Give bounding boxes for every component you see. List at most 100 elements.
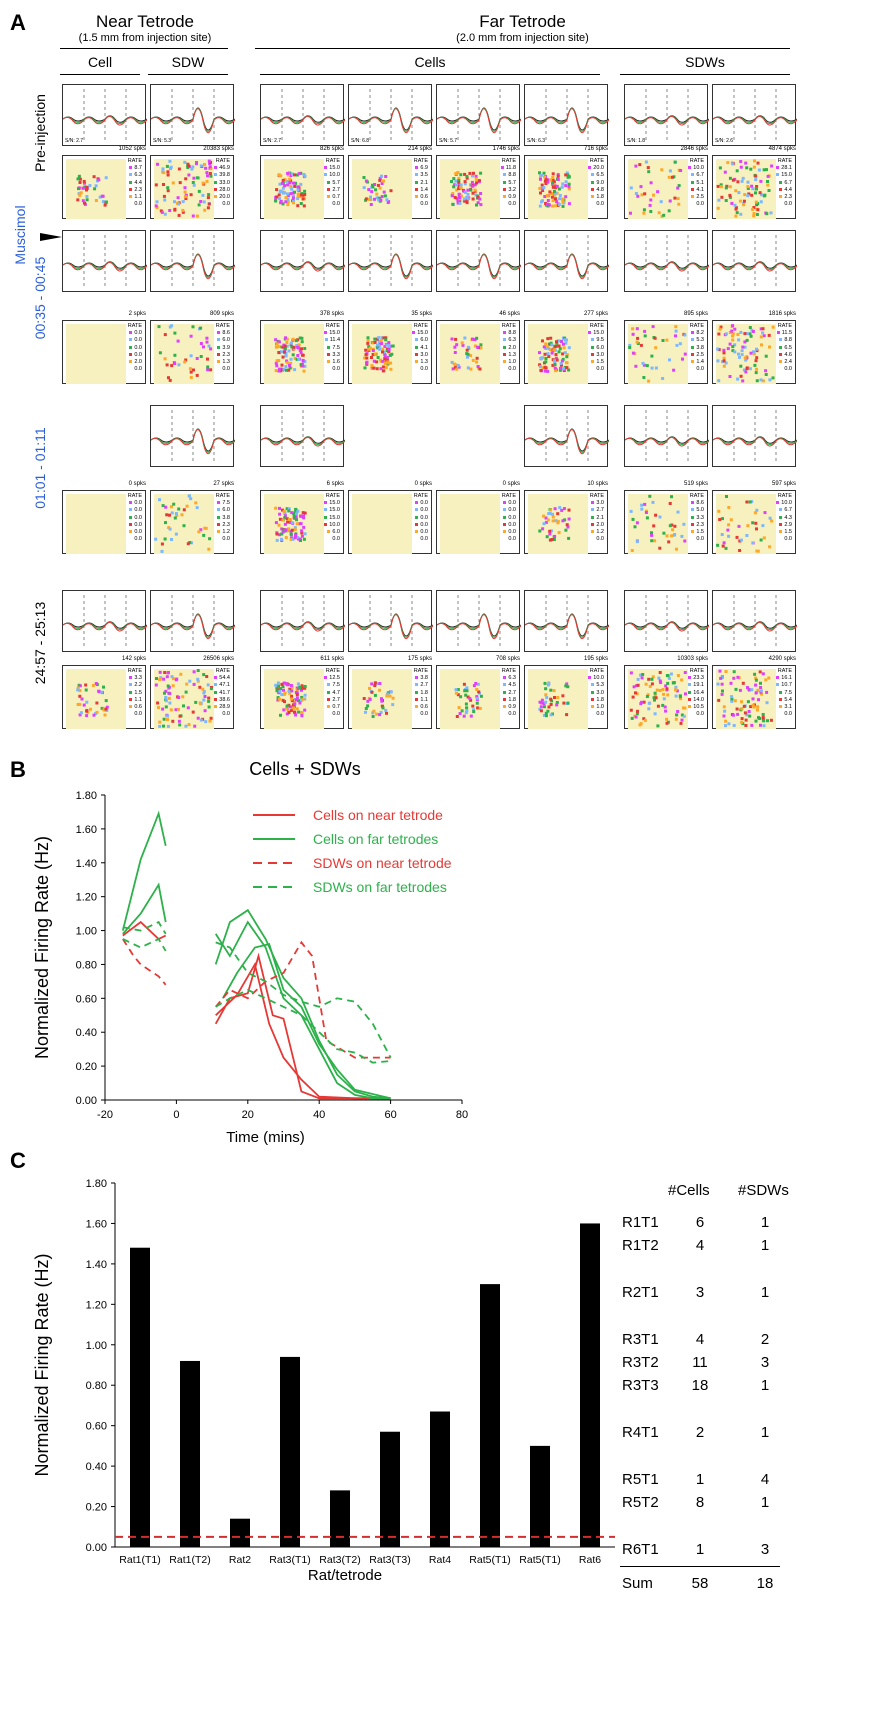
rate-color-swatch [129, 697, 133, 701]
rate-color-swatch [503, 530, 507, 534]
waveform-plot: S/N: 2.6 [712, 84, 797, 146]
rate-legend-entry: 4.4 [776, 187, 792, 194]
rate-legend-entry: 5.7 [324, 180, 340, 187]
rate-color-swatch [779, 202, 783, 206]
rate-color-swatch [129, 187, 133, 191]
y-tick-label: 0.60 [86, 1421, 107, 1433]
rate-legend-entry: 0.0 [502, 711, 516, 718]
rate-value: 0.0 [696, 366, 704, 373]
rate-color-swatch [129, 338, 133, 342]
rate-map-image [628, 494, 688, 554]
rate-value: 5.3 [596, 682, 604, 689]
rate-color-swatch [591, 508, 595, 512]
rate-value: 1.1 [134, 696, 142, 703]
rate-value: 0.0 [134, 536, 142, 543]
rate-legend-entry: 2.5 [690, 352, 704, 359]
rate-map: RATE 16.1 10.7 7.5 5.4 3.1 0.0 [712, 665, 796, 729]
rate-map: RATE 23.3 19.1 16.4 14.0 10.5 0.0 [624, 665, 708, 729]
rate-legend: RATE 11.8 8.8 5.7 3.2 0.9 0.0 [500, 158, 516, 208]
rate-legend: RATE 20.0 6.5 9.0 4.8 1.8 0.0 [588, 158, 604, 208]
spike-count: 35 spks [411, 311, 432, 317]
rate-value: 2.7 [332, 186, 340, 193]
rate-color-swatch [324, 331, 328, 335]
rate-legend: RATE 0.0 0.0 0.0 0.0 2.0 0.0 [128, 323, 142, 373]
rate-value: 1.5 [696, 529, 704, 536]
rate-value: 3.3 [696, 514, 704, 521]
rate-value: 0.9 [508, 704, 516, 711]
muscimol-arrow-icon [40, 233, 62, 241]
rate-legend: RATE 15.0 6.0 4.1 3.0 1.3 0.0 [412, 323, 428, 373]
rate-legend: RATE 54.4 47.1 41.7 38.6 28.9 0.0 [214, 668, 230, 718]
rate-value: 6.7 [784, 179, 792, 186]
series-line [222, 943, 391, 1100]
col-cells-label: Cells [414, 54, 446, 70]
rate-color-swatch [129, 676, 133, 680]
rate-color-swatch [503, 338, 507, 342]
rate-legend-entry: 2.0 [502, 345, 516, 352]
line-chart: Cells + SDWs 0.00 0.20 0.40 0.60 0.80 1.00 1.20… [32, 759, 468, 1146]
spike-count: 4874 spks [768, 146, 796, 152]
rate-color-swatch [415, 338, 419, 342]
series-line [214, 908, 391, 1100]
rate-color-swatch [327, 360, 331, 364]
waveform-plot [260, 590, 345, 652]
rate-value: 0.0 [784, 536, 792, 543]
rate-map-image [716, 669, 776, 729]
rate-legend-entry: 38.6 [214, 697, 230, 704]
rate-color-swatch [214, 195, 218, 199]
waveform-plot [62, 230, 147, 292]
signal-noise-label: S/N: 2.7 [263, 138, 282, 144]
near-tetrode-title: Near Tetrode [96, 12, 194, 31]
rate-color-swatch [691, 367, 695, 371]
rate-legend-header: RATE [589, 158, 604, 164]
rate-value: 3.1 [784, 704, 792, 711]
rate-map: RATE 54.4 47.1 41.7 38.6 28.9 0.0 [150, 665, 234, 729]
rate-legend-entry: 15.0 [776, 172, 792, 179]
bar [130, 1247, 150, 1547]
rate-color-swatch [327, 367, 331, 371]
bar [180, 1360, 200, 1547]
rate-legend-entry: 0.0 [216, 366, 230, 373]
rate-legend-entry: 54.4 [214, 675, 230, 682]
rate-color-swatch [129, 522, 133, 526]
rate-value: 1.0 [508, 359, 516, 366]
rate-legend-entry: 0.0 [128, 337, 142, 344]
rate-color-swatch [691, 187, 695, 191]
rate-color-swatch [691, 515, 695, 519]
rate-value: 8.6 [222, 330, 230, 337]
table-sum-label: Sum [622, 1575, 653, 1592]
rate-color-swatch [503, 705, 507, 709]
rate-value: 0.0 [222, 536, 230, 543]
spike-count: 2846 spks [680, 146, 708, 152]
rate-legend-entry: 47.1 [214, 682, 230, 689]
rate-value: 2.3 [134, 186, 142, 193]
rate-legend-entry: 2.3 [128, 187, 142, 194]
y-tick-label: 0.40 [86, 1461, 107, 1473]
rate-legend-entry: 5.7 [501, 180, 516, 187]
rate-value: 1.3 [508, 351, 516, 358]
rate-value: 0.0 [508, 366, 516, 373]
series-line [122, 882, 167, 935]
row-label: Pre-injection [32, 94, 48, 172]
rate-legend-entry: 15.0 [412, 330, 428, 337]
rate-color-swatch [415, 705, 419, 709]
waveform-plot [150, 590, 235, 652]
rate-color-swatch [327, 697, 331, 701]
rate-legend-entry: 4.3 [776, 515, 792, 522]
rate-value: 47.1 [219, 682, 230, 689]
rate-color-swatch [129, 501, 133, 505]
rate-color-swatch [415, 180, 419, 184]
rate-color-swatch [415, 522, 419, 526]
rate-legend-entry: 0.0 [128, 515, 142, 522]
rate-legend-entry: 5.1 [688, 180, 704, 187]
rate-color-swatch [591, 712, 595, 716]
rate-legend-entry: 1.8 [588, 697, 604, 704]
rate-color-swatch [779, 338, 783, 342]
rate-color-swatch [217, 345, 221, 349]
table-row-sdws: 3 [760, 1354, 770, 1371]
rate-legend: RATE 10.0 6.7 4.3 2.9 1.5 0.0 [776, 493, 792, 543]
rate-value: 7.5 [332, 344, 340, 351]
rate-value: 10.0 [329, 521, 340, 528]
table-row-id: R3T2 [622, 1354, 659, 1371]
category-label: Rat3(T2) [319, 1554, 360, 1566]
